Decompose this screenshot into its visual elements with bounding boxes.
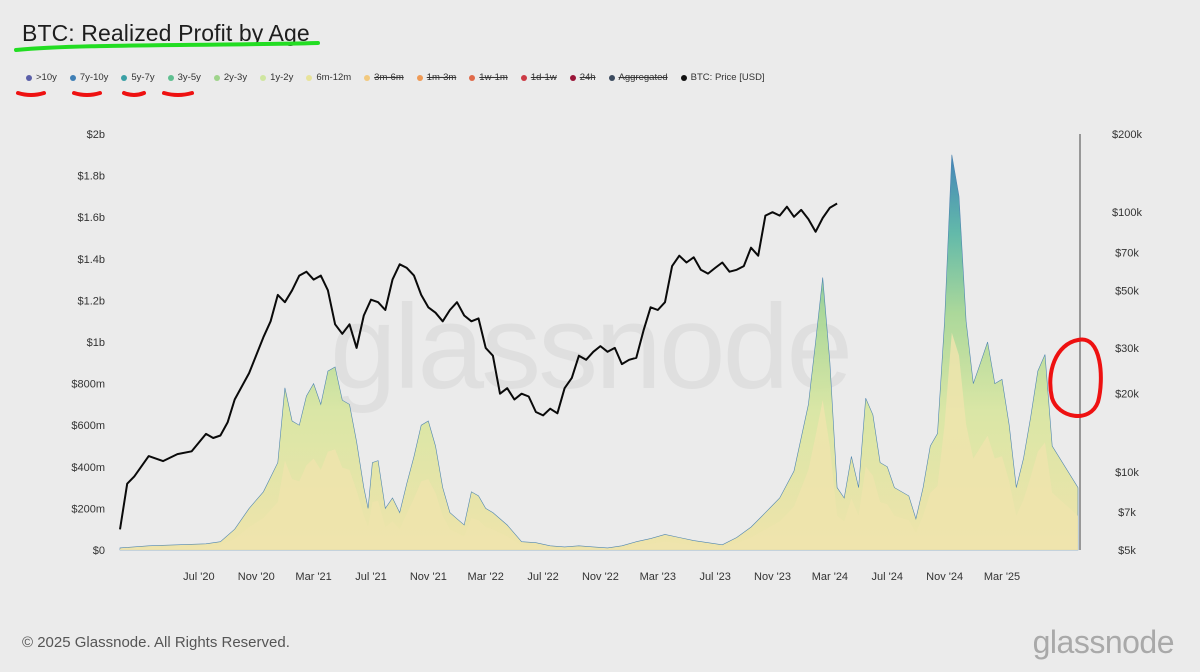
brand-logo: glassnode bbox=[1032, 624, 1175, 660]
legend-item[interactable]: >10y bbox=[26, 72, 57, 83]
x-tick-label: Nov '24 bbox=[926, 571, 963, 583]
legend-label: 2y-3y bbox=[223, 72, 248, 83]
y-right-tick-label: $5k bbox=[1118, 545, 1136, 557]
x-tick-label: Jul '23 bbox=[699, 571, 730, 583]
legend-underline-annotation bbox=[16, 91, 46, 97]
x-tick-label: Mar '21 bbox=[295, 571, 331, 583]
highlight-circle-annotation bbox=[1048, 337, 1103, 418]
legend-label: 3m-6m bbox=[374, 72, 404, 83]
legend-item[interactable]: 1w-1m bbox=[469, 72, 508, 83]
title-underline-annotation bbox=[14, 41, 320, 52]
legend-item[interactable]: 1d-1w bbox=[520, 72, 557, 83]
legend-label: 1y-2y bbox=[270, 72, 294, 83]
x-tick-label: Nov '21 bbox=[410, 571, 447, 583]
y-left-tick-label: $400m bbox=[71, 462, 105, 474]
x-tick-label: Nov '22 bbox=[582, 571, 619, 583]
legend-label: 1m-3m bbox=[426, 72, 457, 83]
legend-label: 1d-1w bbox=[530, 72, 557, 83]
legend-dot bbox=[306, 74, 313, 81]
y-right-tick-label: $100k bbox=[1112, 207, 1142, 219]
y-left-tick-label: $1.8b bbox=[77, 171, 105, 183]
legend-item[interactable]: 3m-6m bbox=[364, 72, 404, 83]
legend: >10y 7y-10y 5y-7y 3y-5y 2y-3y 1y-2y 6m-12m 3m-6… bbox=[26, 72, 778, 83]
x-tick-label: Mar '22 bbox=[468, 571, 504, 583]
legend-item[interactable]: 7y-10y bbox=[69, 72, 109, 83]
realized-profit-young-band bbox=[120, 332, 1078, 550]
legend-dot bbox=[213, 74, 220, 81]
y-right-tick-label: $10k bbox=[1115, 467, 1139, 479]
y-left-tick-label: $1b bbox=[87, 337, 105, 349]
x-tick-label: Mar '25 bbox=[984, 571, 1020, 583]
legend-dot bbox=[520, 74, 527, 81]
y-right-tick-label: $50k bbox=[1115, 285, 1139, 297]
y-right-tick-label: $20k bbox=[1115, 389, 1139, 401]
legend-dot bbox=[680, 74, 687, 81]
y-left-tick-label: $600m bbox=[71, 420, 105, 432]
legend-label: Aggregated bbox=[618, 72, 668, 83]
x-tick-label: Mar '23 bbox=[640, 571, 676, 583]
x-tick-label: Nov '23 bbox=[754, 571, 791, 583]
legend-underline-annotation bbox=[122, 91, 146, 97]
legend-label: >10y bbox=[36, 72, 57, 83]
legend-label: 5y-7y bbox=[131, 72, 155, 83]
legend-dot bbox=[364, 74, 371, 81]
x-tick-label: Jul '21 bbox=[355, 571, 386, 583]
legend-item[interactable]: BTC: Price [USD] bbox=[680, 72, 765, 83]
legend-item[interactable]: 1y-2y bbox=[260, 72, 293, 83]
legend-item[interactable]: 1m-3m bbox=[416, 72, 457, 83]
legend-item[interactable]: 24h bbox=[569, 72, 596, 83]
y-left-tick-label: $0 bbox=[93, 545, 105, 557]
legend-dot bbox=[167, 74, 174, 81]
legend-label: 1w-1m bbox=[479, 72, 508, 83]
legend-underline-annotation bbox=[72, 91, 102, 97]
y-right-tick-label: $7k bbox=[1118, 507, 1136, 519]
legend-label: BTC: Price [USD] bbox=[690, 72, 765, 83]
y-left-tick-label: $1.2b bbox=[77, 295, 105, 307]
legend-label: 3y-5y bbox=[177, 72, 201, 83]
x-tick-label: Mar '24 bbox=[812, 571, 848, 583]
legend-label: 7y-10y bbox=[79, 72, 109, 83]
legend-item[interactable]: 6m-12m bbox=[306, 72, 351, 83]
y-left-tick-label: $800m bbox=[71, 379, 105, 391]
x-tick-label: Nov '20 bbox=[238, 571, 275, 583]
y-left-tick-label: $200m bbox=[71, 503, 105, 515]
y-left-tick-label: $2b bbox=[87, 129, 105, 141]
legend-label: 6m-12m bbox=[316, 72, 352, 83]
y-right-tick-label: $70k bbox=[1115, 247, 1139, 259]
legend-dot bbox=[416, 74, 423, 81]
legend-dot bbox=[121, 74, 128, 81]
legend-dot bbox=[469, 74, 476, 81]
legend-item[interactable]: 2y-3y bbox=[213, 72, 248, 83]
chart-title: BTC: Realized Profit by Age bbox=[22, 20, 310, 46]
btc-price-line bbox=[119, 202, 838, 530]
x-tick-label: Jul '20 bbox=[183, 571, 214, 583]
x-tick-label: Jul '22 bbox=[527, 571, 558, 583]
legend-item[interactable]: Aggregated bbox=[608, 72, 668, 83]
x-tick-label: Jul '24 bbox=[872, 571, 903, 583]
legend-dot bbox=[608, 74, 615, 81]
legend-dot bbox=[260, 74, 267, 81]
legend-underline-annotation bbox=[162, 91, 194, 97]
legend-dot bbox=[569, 74, 576, 81]
copyright-footer: © 2025 Glassnode. All Rights Reserved. bbox=[22, 634, 290, 651]
y-right-tick-label: $30k bbox=[1115, 343, 1139, 355]
legend-label: 24h bbox=[579, 72, 596, 83]
y-left-tick-label: $1.6b bbox=[77, 212, 105, 224]
y-right-tick-label: $200k bbox=[1112, 129, 1142, 141]
legend-item[interactable]: 5y-7y bbox=[121, 72, 155, 83]
legend-dot bbox=[26, 74, 32, 81]
legend-item[interactable]: 3y-5y bbox=[167, 72, 201, 83]
y-left-tick-label: $1.4b bbox=[77, 254, 105, 266]
legend-dot bbox=[69, 74, 76, 81]
